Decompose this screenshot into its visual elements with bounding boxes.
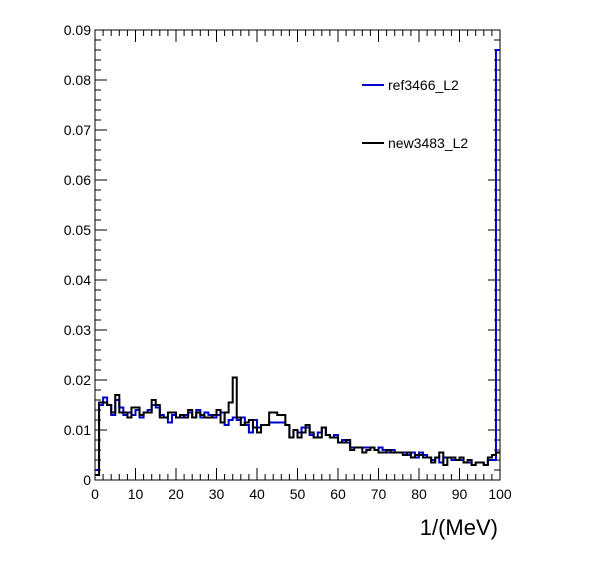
x-tick-label: 90 [452,486,468,502]
y-tick-label: 0.04 [64,272,91,288]
legend-label-ref: ref3466_L2 [388,77,459,93]
x-tick-label: 0 [91,486,99,502]
legend-box [345,62,493,170]
x-tick-label: 80 [411,486,427,502]
x-tick-label: 50 [290,486,306,502]
y-tick-label: 0 [83,472,91,488]
x-tick-label: 70 [371,486,387,502]
y-tick-label: 0.08 [64,72,91,88]
y-tick-label: 0.05 [64,222,91,238]
axis-ticks [94,29,501,481]
x-tick-label: 30 [209,486,225,502]
x-tick-label: 60 [330,486,346,502]
legend-label-new: new3483_L2 [388,135,468,151]
series-layer [95,49,500,476]
legend: ref3466_L2 new3483_L2 [345,62,493,170]
y-tick-label: 0.07 [64,122,91,138]
x-tick-label: 40 [249,486,265,502]
series-line-new [95,376,500,476]
x-tick-label: 20 [168,486,184,502]
x-tick-label: 10 [128,486,144,502]
y-tick-labels: 0 0.01 0.02 0.03 0.04 0.05 0.06 0.07 0.08 0.09 [64,22,91,488]
x-tick-label: 100 [488,486,512,502]
y-tick-label: 0.06 [64,172,91,188]
y-tick-label: 0.09 [64,22,91,38]
x-tick-labels: 0 10 20 30 40 50 60 70 80 90 100 [91,486,512,502]
y-tick-label: 0.02 [64,372,91,388]
x-axis-title: 1/(MeV) [420,515,498,540]
y-tick-label: 0.03 [64,322,91,338]
y-tick-label: 0.01 [64,422,91,438]
